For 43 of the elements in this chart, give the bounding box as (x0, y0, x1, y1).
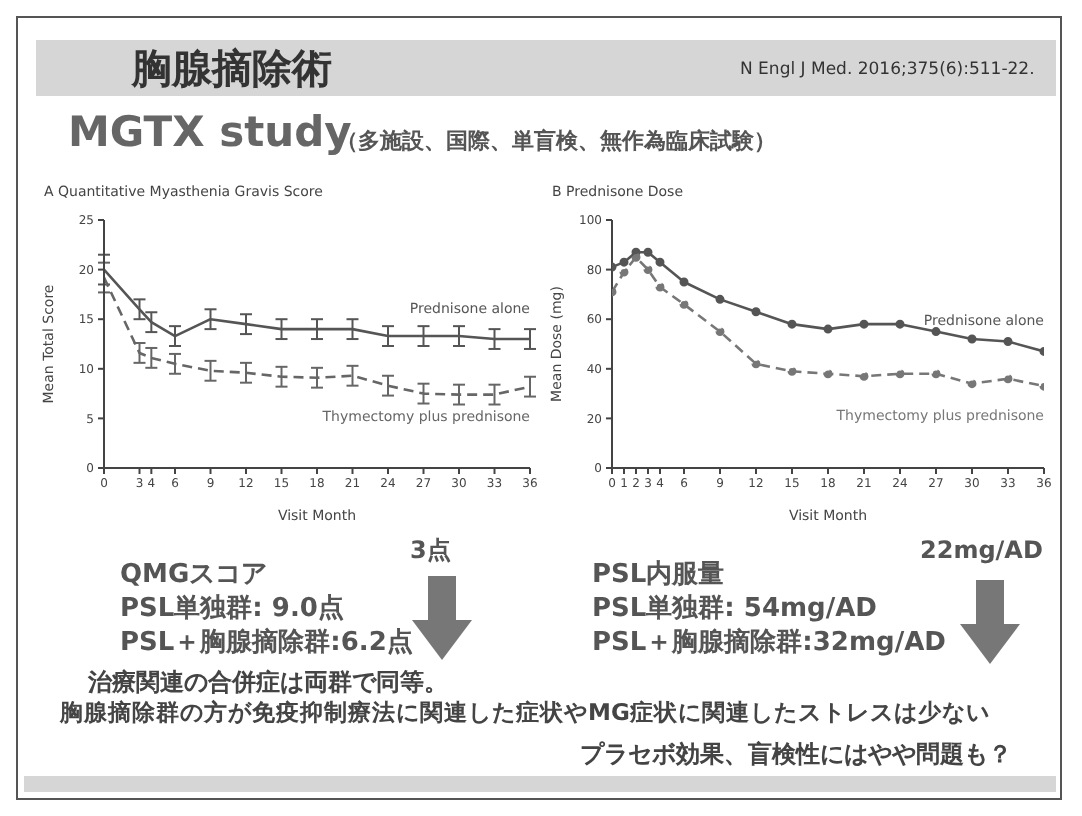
point (967, 379, 977, 389)
text: 胸腺摘除群の方が免疫抑制療法に関連した症状やMG症状に関連したストレスは少ない (60, 698, 990, 728)
point (631, 252, 641, 262)
point (715, 327, 725, 337)
text: プラセボ効果、盲検性にはやや問題も？ (580, 740, 1012, 769)
point (787, 366, 797, 376)
point (895, 369, 905, 379)
point (967, 334, 977, 344)
line-series (104, 268, 530, 341)
point (751, 307, 761, 317)
text: PSL内服量 (592, 560, 725, 592)
text: 治療関連の合併症は両群で同等。 (88, 668, 448, 697)
text: 胸腺摘除術 (132, 44, 332, 92)
text: 22mg/AD (920, 536, 1043, 565)
text: 3点 (410, 536, 451, 565)
point (1003, 374, 1013, 384)
point (787, 319, 797, 329)
text: QMGスコア (120, 560, 268, 592)
point (619, 257, 629, 267)
point (679, 299, 689, 309)
line-series (612, 247, 1044, 356)
line-series (104, 276, 530, 396)
point (643, 265, 653, 275)
point (931, 327, 941, 337)
point (859, 371, 869, 381)
text: PSL単独群: 54mg/AD (592, 594, 877, 626)
point (751, 359, 761, 369)
point (823, 324, 833, 334)
point (655, 257, 665, 267)
point (1003, 337, 1013, 347)
point (643, 247, 653, 257)
point (655, 282, 665, 292)
text: PSL単独群: 9.0点 (120, 594, 344, 626)
point (715, 294, 725, 304)
point (823, 369, 833, 379)
point (931, 369, 941, 379)
point (895, 319, 905, 329)
point (619, 267, 629, 277)
text: PSL＋胸腺摘除群:6.2点 (120, 628, 413, 660)
point (859, 319, 869, 329)
text: N Engl J Med. 2016;375(6):511-22. (740, 60, 1035, 81)
text: PSL＋胸腺摘除群:32mg/AD (592, 628, 946, 660)
point (679, 277, 689, 287)
